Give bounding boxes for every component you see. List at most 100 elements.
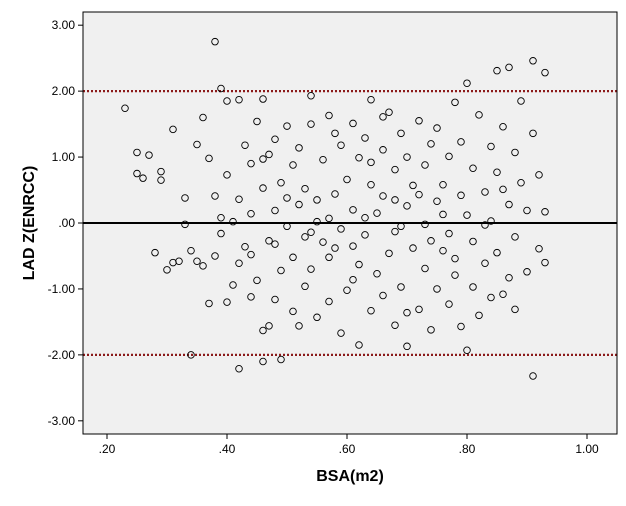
data-point xyxy=(493,168,501,176)
data-point xyxy=(403,342,411,351)
data-point xyxy=(199,262,207,270)
reference-lines xyxy=(83,90,617,356)
data-point xyxy=(535,171,543,179)
data-point xyxy=(259,357,267,366)
y-axis: 3.00 2.00 1.00 .00 -1.00 -2.00 -3.00 xyxy=(48,18,83,428)
data-point xyxy=(259,95,267,103)
data-point xyxy=(337,141,345,149)
data-point xyxy=(421,220,429,229)
data-point xyxy=(475,111,483,119)
data-point xyxy=(217,229,225,238)
data-point xyxy=(511,148,519,157)
data-point xyxy=(427,140,435,148)
data-point xyxy=(265,237,273,245)
data-point xyxy=(139,174,147,182)
data-point xyxy=(397,283,405,291)
data-point xyxy=(289,253,297,262)
data-point xyxy=(493,248,501,257)
data-point xyxy=(361,134,369,142)
data-point xyxy=(265,322,273,330)
data-point xyxy=(373,209,381,217)
data-point xyxy=(289,161,297,169)
y-tick-label: 2.00 xyxy=(52,84,76,98)
data-point xyxy=(529,372,537,380)
data-point xyxy=(181,194,189,202)
data-point xyxy=(469,164,477,173)
data-point xyxy=(541,258,549,267)
y-axis-title: LAD Z(ENRCC) xyxy=(21,166,38,281)
data-point xyxy=(415,190,423,199)
data-point xyxy=(367,306,375,315)
data-point xyxy=(493,66,501,75)
data-point xyxy=(391,227,399,236)
data-point xyxy=(271,240,279,248)
data-point xyxy=(295,322,303,330)
data-point xyxy=(205,154,213,163)
data-point xyxy=(433,285,441,293)
data-point xyxy=(175,257,183,265)
y-tick-label: -3.00 xyxy=(48,414,76,428)
data-point xyxy=(475,311,483,320)
data-point xyxy=(403,202,411,210)
data-point xyxy=(337,225,345,233)
data-point xyxy=(247,250,255,259)
data-point xyxy=(433,197,441,205)
data-point xyxy=(307,120,315,128)
y-tick-label: .00 xyxy=(58,216,75,230)
data-point xyxy=(169,125,177,134)
data-point xyxy=(199,113,207,122)
data-point xyxy=(499,185,507,194)
data-point xyxy=(313,313,321,322)
data-point xyxy=(235,259,243,267)
data-point xyxy=(289,307,297,316)
data-point xyxy=(421,161,429,169)
data-point xyxy=(319,238,327,246)
data-point xyxy=(301,282,309,291)
data-point xyxy=(463,346,471,355)
data-point xyxy=(229,217,237,226)
data-point xyxy=(253,276,261,285)
data-point xyxy=(421,264,429,273)
y-tick-label: 3.00 xyxy=(52,18,76,32)
data-point xyxy=(355,260,363,269)
data-point xyxy=(235,195,243,204)
data-point xyxy=(541,208,549,216)
data-point xyxy=(367,158,375,167)
data-point xyxy=(301,184,309,193)
data-point xyxy=(379,291,387,300)
data-point xyxy=(211,252,219,260)
y-tick-label: -1.00 xyxy=(48,282,76,296)
data-point xyxy=(355,153,363,162)
data-point xyxy=(529,57,537,65)
data-point xyxy=(523,268,531,276)
data-point xyxy=(481,188,489,196)
data-point xyxy=(361,213,369,222)
data-point xyxy=(391,165,399,174)
data-point xyxy=(247,159,255,168)
data-point xyxy=(427,237,435,245)
data-point xyxy=(505,273,513,282)
data-point xyxy=(211,192,219,200)
data-point xyxy=(457,322,465,331)
data-point xyxy=(511,233,519,241)
data-point xyxy=(367,95,375,104)
data-point xyxy=(307,91,315,100)
data-point xyxy=(451,254,459,263)
data-point xyxy=(319,155,327,164)
data-point xyxy=(337,329,345,337)
data-point xyxy=(517,97,525,105)
data-point xyxy=(361,231,369,239)
data-point xyxy=(283,222,291,231)
data-point xyxy=(409,181,417,190)
data-point xyxy=(217,84,225,93)
data-point xyxy=(265,150,273,159)
data-point xyxy=(355,341,363,349)
data-point xyxy=(247,210,255,218)
data-point xyxy=(469,283,477,291)
data-point xyxy=(349,119,357,128)
data-point xyxy=(307,228,315,236)
x-tick-label: 1.00 xyxy=(575,442,599,456)
data-point xyxy=(151,248,159,257)
